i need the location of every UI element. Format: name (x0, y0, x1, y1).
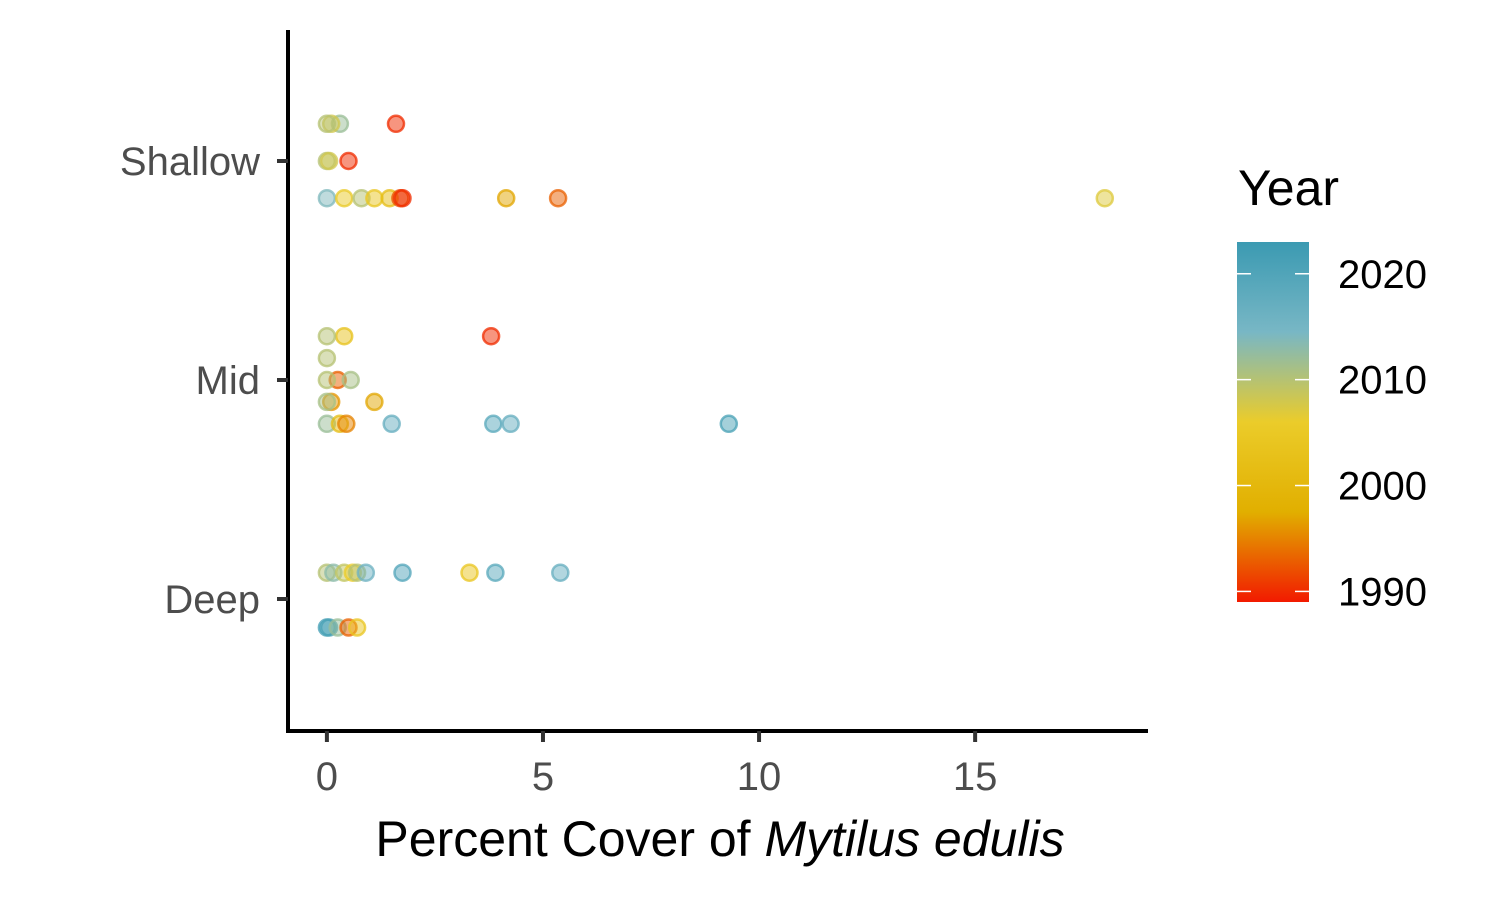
data-point (481, 326, 501, 346)
legend-tick-label: 2000 (1338, 465, 1427, 509)
color-legend: Year 1990 2000 2010 2020 (1237, 160, 1427, 614)
x-tick-label: 5 (532, 755, 554, 799)
y-tick-label: Shallow (120, 140, 260, 184)
data-point (356, 563, 376, 582)
data-point (393, 188, 412, 208)
legend-tick-label: 2010 (1338, 359, 1427, 403)
x-tick-label: 15 (953, 755, 998, 799)
data-point (484, 414, 503, 434)
data-point (1095, 188, 1115, 208)
data-point (334, 188, 354, 208)
data-point (317, 392, 337, 412)
data-point (551, 563, 570, 582)
x-axis-title-prefix: Percent Cover of (375, 811, 764, 867)
y-axis-ticks: Shallow Mid Deep (120, 140, 288, 622)
data-point (365, 188, 384, 208)
x-axis-ticks: 0 5 10 15 (316, 731, 998, 799)
data-point (337, 414, 356, 434)
data-point (365, 392, 384, 412)
data-point (319, 151, 339, 171)
data-point (719, 414, 739, 434)
data-point (317, 348, 337, 368)
data-point (386, 114, 406, 134)
data-point (317, 114, 337, 134)
data-point (317, 326, 337, 346)
legend-ticks: 1990 2000 2010 2020 (1237, 253, 1427, 614)
data-point (393, 563, 412, 582)
data-point (460, 563, 479, 582)
legend-colorbar (1237, 242, 1309, 602)
y-tick-label: Mid (196, 359, 260, 403)
points-layer (317, 114, 1115, 637)
data-point (496, 188, 516, 208)
data-point (317, 370, 337, 390)
x-axis-title-species: Mytilus edulis (764, 811, 1064, 867)
data-point (341, 370, 360, 390)
data-point (347, 618, 367, 637)
data-point (339, 151, 358, 171)
x-axis-title: Percent Cover of Mytilus edulis (375, 811, 1064, 867)
data-point (501, 414, 520, 434)
data-point (317, 188, 337, 208)
data-point (486, 563, 505, 582)
legend-tick-label: 2020 (1338, 253, 1427, 297)
data-point (382, 414, 401, 434)
data-point (548, 188, 568, 208)
y-tick-label: Deep (164, 578, 260, 622)
legend-tick-label: 1990 (1338, 570, 1427, 614)
x-tick-label: 0 (316, 755, 338, 799)
data-point (334, 326, 354, 346)
x-tick-label: 10 (737, 755, 782, 799)
legend-title: Year (1238, 160, 1339, 216)
